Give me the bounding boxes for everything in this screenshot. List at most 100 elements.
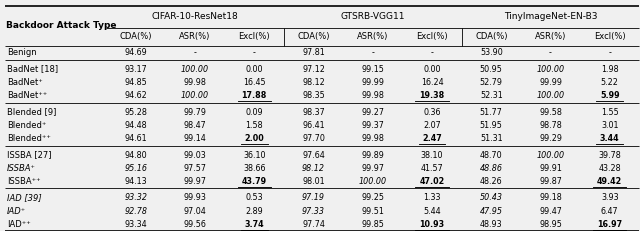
Text: BadNet⁺: BadNet⁺ (7, 78, 43, 87)
Text: IAD⁺⁺: IAD⁺⁺ (7, 220, 31, 229)
Text: ASR(%): ASR(%) (357, 33, 388, 41)
Text: Excl(%): Excl(%) (594, 33, 625, 41)
Text: 38.10: 38.10 (420, 151, 444, 159)
Text: 51.77: 51.77 (480, 108, 502, 116)
Text: 93.17: 93.17 (125, 65, 147, 73)
Text: ASR(%): ASR(%) (179, 33, 211, 41)
Text: IAD [39]: IAD [39] (7, 194, 42, 202)
Text: BadNet [18]: BadNet [18] (7, 65, 58, 73)
Text: 99.58: 99.58 (539, 108, 562, 116)
Text: 2.89: 2.89 (246, 207, 263, 216)
Text: 97.70: 97.70 (302, 134, 325, 143)
Text: 94.13: 94.13 (125, 177, 147, 186)
Text: -: - (253, 49, 256, 57)
Text: 93.32: 93.32 (124, 194, 147, 202)
Text: Blended⁺⁺: Blended⁺⁺ (7, 134, 51, 143)
Text: 16.97: 16.97 (597, 220, 622, 229)
Text: 0.36: 0.36 (423, 108, 441, 116)
Text: 99.29: 99.29 (539, 134, 562, 143)
Text: 48.70: 48.70 (480, 151, 502, 159)
Text: 100.00: 100.00 (359, 177, 387, 186)
Text: 97.12: 97.12 (302, 65, 325, 73)
Text: CDA(%): CDA(%) (298, 33, 330, 41)
Text: Benign: Benign (7, 49, 36, 57)
Text: 39.78: 39.78 (598, 151, 621, 159)
Text: 99.93: 99.93 (184, 194, 207, 202)
Text: 100.00: 100.00 (536, 65, 564, 73)
Text: 1.55: 1.55 (601, 108, 619, 116)
Text: 97.64: 97.64 (302, 151, 325, 159)
Text: 99.79: 99.79 (184, 108, 207, 116)
Text: ISSBA⁺⁺: ISSBA⁺⁺ (7, 177, 41, 186)
Text: 48.93: 48.93 (480, 220, 502, 229)
Text: 99.99: 99.99 (362, 78, 384, 87)
Text: 50.43: 50.43 (480, 194, 503, 202)
Text: 98.12: 98.12 (302, 164, 325, 173)
Text: 2.07: 2.07 (423, 121, 441, 130)
Text: 99.97: 99.97 (362, 164, 384, 173)
Text: -: - (549, 49, 552, 57)
Text: 19.38: 19.38 (419, 91, 445, 100)
Text: IAD⁺: IAD⁺ (7, 207, 26, 216)
Text: 99.56: 99.56 (184, 220, 207, 229)
Text: Blended [9]: Blended [9] (7, 108, 56, 116)
Text: 6.47: 6.47 (601, 207, 618, 216)
Text: 1.98: 1.98 (601, 65, 618, 73)
Text: CDA(%): CDA(%) (120, 33, 152, 41)
Text: Backdoor Attack Type: Backdoor Attack Type (6, 21, 117, 30)
Text: 94.80: 94.80 (125, 151, 147, 159)
Text: 47.02: 47.02 (419, 177, 445, 186)
Text: 51.95: 51.95 (480, 121, 502, 130)
Text: ISSBA [27]: ISSBA [27] (7, 151, 52, 159)
Text: 98.78: 98.78 (539, 121, 562, 130)
Text: 98.12: 98.12 (302, 78, 325, 87)
Text: 43.79: 43.79 (242, 177, 267, 186)
Text: 94.69: 94.69 (125, 49, 147, 57)
Text: 95.16: 95.16 (124, 164, 147, 173)
Text: 0.00: 0.00 (246, 65, 263, 73)
Text: ASR(%): ASR(%) (535, 33, 566, 41)
Text: 99.14: 99.14 (184, 134, 207, 143)
Text: 100.00: 100.00 (181, 91, 209, 100)
Text: CIFAR-10-ResNet18: CIFAR-10-ResNet18 (152, 12, 239, 21)
Text: 0.00: 0.00 (423, 65, 441, 73)
Text: 1.58: 1.58 (246, 121, 263, 130)
Text: 99.97: 99.97 (184, 177, 207, 186)
Text: 94.61: 94.61 (125, 134, 147, 143)
Text: 47.95: 47.95 (480, 207, 503, 216)
Text: 2.47: 2.47 (422, 134, 442, 143)
Text: 0.53: 0.53 (246, 194, 263, 202)
Text: 48.26: 48.26 (480, 177, 502, 186)
Text: 16.45: 16.45 (243, 78, 266, 87)
Text: 52.79: 52.79 (480, 78, 503, 87)
Text: 99.18: 99.18 (539, 194, 562, 202)
Text: 99.98: 99.98 (184, 78, 207, 87)
Text: 99.89: 99.89 (362, 151, 384, 159)
Text: -: - (371, 49, 374, 57)
Text: 95.28: 95.28 (124, 108, 147, 116)
Text: 17.88: 17.88 (242, 91, 267, 100)
Text: BadNet⁺⁺: BadNet⁺⁺ (7, 91, 47, 100)
Text: 100.00: 100.00 (181, 65, 209, 73)
Text: 99.85: 99.85 (362, 220, 384, 229)
Text: 97.33: 97.33 (302, 207, 325, 216)
Text: 3.44: 3.44 (600, 134, 620, 143)
Text: 98.37: 98.37 (302, 108, 325, 116)
Text: 0.09: 0.09 (246, 108, 263, 116)
Text: Blended⁺: Blended⁺ (7, 121, 47, 130)
Text: 92.78: 92.78 (124, 207, 147, 216)
Text: 3.93: 3.93 (601, 194, 618, 202)
Text: 1.33: 1.33 (423, 194, 441, 202)
Text: 94.62: 94.62 (125, 91, 147, 100)
Text: Excl(%): Excl(%) (239, 33, 270, 41)
Text: 99.47: 99.47 (539, 207, 562, 216)
Text: 97.74: 97.74 (302, 220, 325, 229)
Text: 99.25: 99.25 (362, 194, 384, 202)
Text: 100.00: 100.00 (536, 91, 564, 100)
Text: 97.19: 97.19 (302, 194, 325, 202)
Text: 99.27: 99.27 (362, 108, 384, 116)
Text: 97.04: 97.04 (184, 207, 207, 216)
Text: 99.37: 99.37 (362, 121, 384, 130)
Text: 99.99: 99.99 (539, 78, 562, 87)
Text: 3.74: 3.74 (244, 220, 264, 229)
